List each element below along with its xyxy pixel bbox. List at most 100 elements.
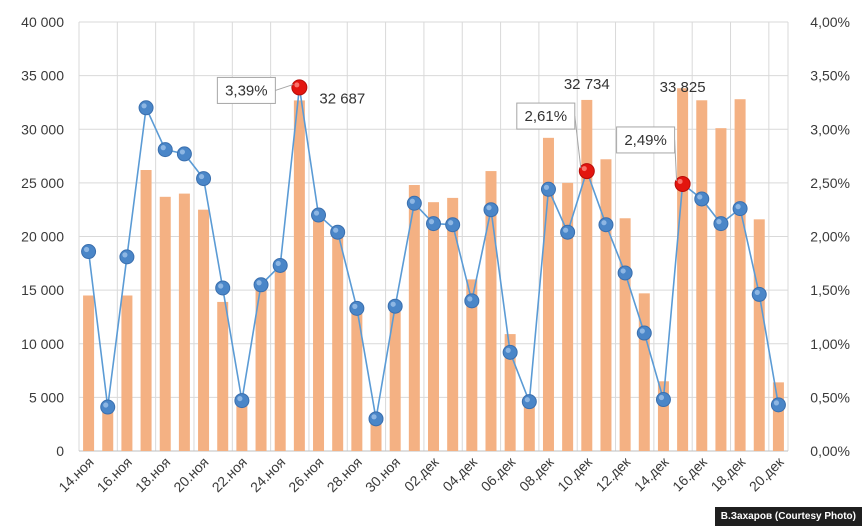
data-point-shine [448, 220, 454, 226]
y-right-tick-label: 3,00% [810, 121, 850, 137]
x-tick-label: 16.дек [669, 453, 710, 494]
highlight-point-shine [581, 166, 587, 172]
data-point [253, 277, 269, 293]
callout-box [216, 76, 276, 104]
data-point [483, 202, 499, 218]
y-left-tick-label: 40 000 [21, 14, 64, 30]
data-point-shine [83, 246, 90, 253]
bar [178, 193, 190, 451]
bar [428, 202, 439, 451]
x-tick-label: 18.дек [708, 453, 749, 494]
x-tick-label: 30.ноя [362, 454, 403, 495]
bar [159, 196, 171, 451]
x-tick-label: 22.ноя [209, 454, 250, 495]
x-tick-label: 20.дек [746, 453, 787, 494]
callout-value-label: 33 825 [660, 79, 706, 96]
bar [657, 381, 669, 451]
bar [485, 171, 497, 451]
x-tick-label: 24.ноя [247, 454, 288, 495]
x-tick-label: 16.ноя [94, 454, 135, 495]
data-point [598, 217, 614, 233]
data-point-shine [179, 149, 185, 155]
data-point-shine [275, 260, 281, 267]
x-tick-label: 10.дек [554, 453, 595, 494]
bar [255, 286, 267, 451]
y-right-tick-label: 3,50% [810, 68, 850, 84]
callout-leader [574, 116, 582, 169]
data-point [732, 201, 748, 217]
bar [121, 295, 133, 451]
data-point-shine [543, 184, 550, 190]
callout-box [516, 102, 576, 130]
data-point-shine [428, 219, 435, 225]
bar [715, 128, 727, 452]
x-tick-label: 12.дек [593, 453, 634, 494]
data-point [215, 280, 231, 296]
bar [140, 170, 152, 451]
bar [562, 182, 574, 451]
data-point-shine [773, 400, 780, 406]
callout-box [616, 126, 676, 154]
bar [447, 197, 459, 451]
data-point [138, 100, 154, 116]
bar [696, 100, 708, 451]
data-point [713, 216, 729, 232]
data-point [100, 399, 116, 415]
data-point [81, 244, 97, 260]
data-point-shine [735, 204, 741, 210]
data-point-shine [352, 303, 358, 309]
data-point-shine [313, 210, 320, 216]
data-point-shine [141, 103, 147, 109]
bar [83, 295, 95, 451]
y-right-tick-label: 2,00% [810, 229, 850, 245]
bar [102, 408, 114, 451]
bar [677, 88, 689, 452]
x-tick-label: 02.дек [401, 453, 442, 494]
data-point-shine [390, 301, 396, 307]
annotations: 3,39% 32 687 2,61% 32 734 2,49% 33 825 [216, 76, 706, 181]
highlight-point-shine [677, 178, 683, 184]
data-point-shine [639, 328, 645, 334]
bar [619, 218, 631, 451]
data-point [349, 300, 365, 316]
bar [198, 209, 210, 451]
data-point [426, 216, 441, 232]
data-point [655, 392, 671, 408]
y-right-tick-label: 0,00% [810, 443, 850, 459]
data-point [272, 257, 288, 273]
data-point [119, 249, 135, 265]
data-point-shine [256, 280, 262, 286]
callout-leader [275, 83, 294, 91]
data-point-shine [409, 198, 415, 204]
data-point-shine [371, 414, 377, 420]
data-point [157, 142, 173, 158]
callout-value-label: 32 734 [564, 76, 610, 93]
data-point [311, 207, 327, 223]
bar [313, 216, 325, 451]
y-left-tick-label: 35 000 [21, 68, 64, 84]
data-point [387, 298, 403, 314]
data-point-shine [658, 394, 665, 401]
y-left-tick-label: 15 000 [21, 282, 64, 298]
y-right-tick-label: 4,00% [810, 14, 850, 30]
x-tick-label: 14.дек [631, 453, 672, 494]
x-tick-label: 14.ноя [55, 454, 96, 495]
data-point [694, 191, 710, 207]
x-tick-label: 08.дек [516, 453, 557, 494]
data-point-shine [601, 220, 607, 226]
data-point-shine [620, 268, 626, 274]
bar [332, 236, 344, 451]
data-point [560, 224, 576, 240]
y-right-tick-label: 2,50% [810, 175, 850, 191]
data-point-shine [333, 227, 339, 233]
data-point-shine [563, 227, 569, 233]
y-left-tick-label: 10 000 [21, 336, 64, 352]
right-axis-ticks: 0,00% 0,50% 1,00% 1,50% 2,00% 2,50% 3,00% 3,50%… [810, 14, 850, 459]
y-right-tick-label: 0,50% [810, 389, 850, 405]
data-point [521, 394, 537, 410]
data-point [540, 181, 556, 197]
line-markers [81, 79, 786, 427]
data-point [406, 195, 422, 211]
y-left-tick-label: 0 [56, 443, 64, 459]
data-point [502, 344, 518, 360]
